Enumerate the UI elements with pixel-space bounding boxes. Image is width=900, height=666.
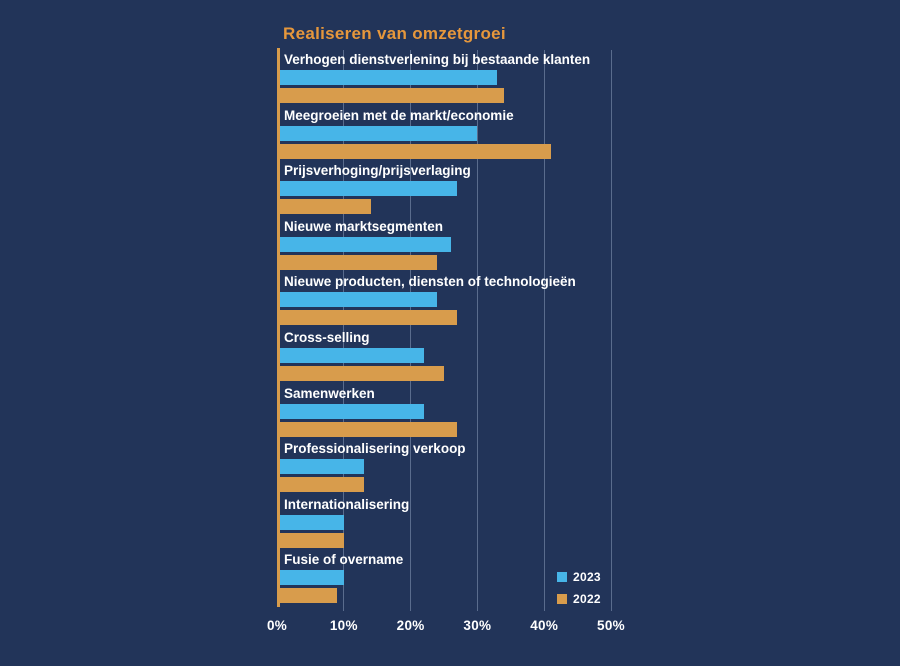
plot-area: Verhogen dienstverlening bij bestaande k… bbox=[277, 48, 627, 614]
chart-group: Internationalisering bbox=[277, 495, 627, 551]
gridline bbox=[410, 50, 412, 611]
bar-2022 bbox=[277, 588, 338, 604]
gridline bbox=[476, 50, 478, 611]
bar-2022 bbox=[277, 310, 458, 326]
bar-2023 bbox=[277, 70, 498, 85]
bar-2023 bbox=[277, 181, 458, 197]
x-tick-label: 30% bbox=[463, 618, 492, 633]
x-tick-label: 40% bbox=[530, 618, 559, 633]
legend-swatch-icon bbox=[557, 594, 567, 604]
bar-2023 bbox=[277, 403, 424, 419]
chart-group: Verhogen dienstverlening bij bestaande k… bbox=[277, 50, 627, 106]
bar-2023 bbox=[277, 514, 344, 530]
category-label: Nieuwe producten, diensten of technologi… bbox=[284, 274, 576, 290]
category-label: Professionalisering verkoop bbox=[284, 441, 466, 457]
category-label: Nieuwe marktsegmenten bbox=[284, 218, 444, 234]
bar-2023 bbox=[277, 125, 478, 141]
x-tick-label: 50% bbox=[597, 618, 625, 633]
bar-2022 bbox=[277, 199, 371, 215]
x-tick-label: 20% bbox=[396, 618, 425, 633]
category-label: Cross-selling bbox=[284, 329, 370, 345]
chart-group: Meegroeien met de markt/economie bbox=[277, 106, 627, 162]
chart-group: Nieuwe marktsegmenten bbox=[277, 217, 627, 273]
bar-2023 bbox=[277, 236, 451, 252]
y-axis-line bbox=[277, 48, 280, 607]
bar-2023 bbox=[277, 292, 438, 308]
bar-2022 bbox=[277, 532, 344, 548]
legend: 2023 2022 bbox=[557, 570, 601, 614]
gridline bbox=[610, 50, 612, 611]
chart-group: Prijsverhoging/prijsverlaging bbox=[277, 161, 627, 217]
bar-2022 bbox=[277, 143, 551, 159]
bar-2023 bbox=[277, 347, 424, 363]
chart-group: Cross-selling bbox=[277, 328, 627, 384]
bar-2022 bbox=[277, 254, 438, 270]
bar-2022 bbox=[277, 421, 458, 437]
x-tick-label: 10% bbox=[329, 618, 358, 633]
category-label: Verhogen dienstverlening bij bestaande k… bbox=[284, 52, 591, 67]
legend-item-2022: 2022 bbox=[557, 592, 601, 606]
chart-group: Nieuwe producten, diensten of technologi… bbox=[277, 272, 627, 328]
legend-swatch-icon bbox=[557, 572, 567, 582]
gridline bbox=[343, 50, 345, 611]
x-axis-tick-labels: 0% 10% 20% 30% 40% 50% bbox=[267, 618, 637, 638]
bar-2022 bbox=[277, 365, 444, 381]
category-label: Prijsverhoging/prijsverlaging bbox=[284, 163, 471, 179]
bar-groups: Verhogen dienstverlening bij bestaande k… bbox=[277, 50, 627, 606]
category-label: Fusie of overname bbox=[284, 552, 404, 568]
chart-group: Fusie of overname bbox=[277, 550, 627, 606]
legend-label: 2022 bbox=[573, 592, 601, 606]
category-label: Samenwerken bbox=[284, 385, 375, 401]
legend-label: 2023 bbox=[573, 570, 601, 584]
bar-2023 bbox=[277, 570, 344, 586]
chart-title: Realiseren van omzetgroei bbox=[283, 24, 506, 43]
bar-2023 bbox=[277, 459, 364, 475]
category-label: Meegroeien met de markt/economie bbox=[284, 107, 514, 123]
x-tick-label: 0% bbox=[266, 618, 288, 633]
category-label: Internationalisering bbox=[284, 496, 410, 512]
chart-group: Professionalisering verkoop bbox=[277, 439, 627, 495]
gridline bbox=[543, 50, 545, 611]
bar-2022 bbox=[277, 477, 364, 493]
chart-group: Samenwerken bbox=[277, 384, 627, 440]
legend-item-2023: 2023 bbox=[557, 570, 601, 584]
bar-2022 bbox=[277, 88, 505, 103]
